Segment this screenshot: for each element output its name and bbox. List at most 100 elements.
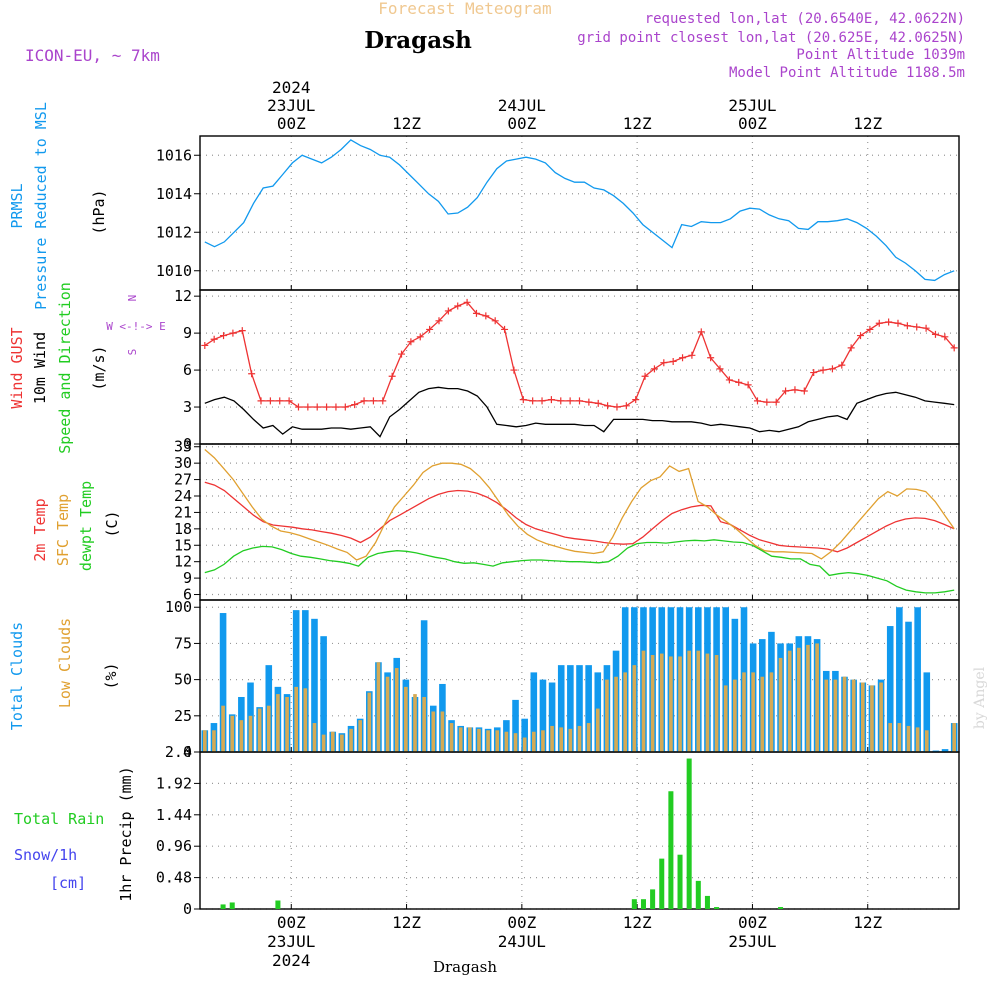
cloud-bar	[230, 715, 235, 752]
cloud-bar	[312, 723, 317, 752]
panel-frame	[199, 289, 960, 445]
cloud-bar	[292, 610, 300, 752]
cloud-bar	[320, 636, 327, 752]
series-line	[204, 139, 955, 282]
cloud-bar	[897, 723, 902, 752]
watermark: by Angel	[972, 666, 988, 729]
gust-marker	[632, 396, 640, 404]
label-sfc-temp: SFC Temp	[54, 494, 72, 566]
cloud-bar	[219, 613, 227, 752]
cloud-bar	[760, 676, 765, 752]
gust-marker	[772, 398, 780, 406]
gust-marker	[566, 397, 574, 405]
cloud-bar	[806, 644, 810, 752]
label-10m-wind: 10m Wind	[31, 332, 49, 404]
gust-marker	[547, 396, 555, 404]
y-tick-label: 1012	[156, 223, 192, 241]
y-tick-label: 50	[174, 671, 192, 689]
y-tick-label: 30	[174, 454, 192, 472]
gust-marker	[707, 354, 715, 362]
series-line	[204, 481, 955, 553]
label-low-clouds: Low Clouds	[56, 618, 74, 708]
gust-marker	[576, 397, 583, 405]
cloud-bar	[742, 672, 746, 752]
cloud-bar	[559, 727, 564, 752]
gust-marker	[398, 350, 406, 358]
label-2m-temp: 2m Temp	[31, 498, 49, 561]
footer-label: Dragash	[433, 958, 497, 976]
gust-marker	[697, 328, 705, 336]
y-tick-label: 18	[174, 520, 192, 538]
cloud-bar	[797, 647, 801, 752]
gust-marker	[679, 354, 687, 362]
label-c: (C)	[103, 510, 121, 537]
cloud-bar	[567, 665, 574, 752]
gust-marker	[885, 318, 893, 326]
cloud-bar	[358, 720, 362, 752]
time-label-top: 25JUL	[728, 96, 776, 115]
info-line-4: Model Point Altitude 1188.5m	[729, 65, 965, 81]
gust-marker	[604, 402, 612, 410]
cloud-bar	[705, 653, 710, 752]
gust-marker	[491, 317, 499, 325]
cloud-bar	[212, 730, 216, 752]
gust-marker	[351, 401, 359, 409]
rain-bar	[275, 900, 281, 909]
rain-bar	[704, 895, 710, 909]
cloud-bar	[886, 626, 894, 752]
gust-marker	[622, 402, 630, 410]
cloud-bar	[787, 650, 792, 752]
rain-bar	[650, 889, 656, 909]
cloud-bar	[541, 730, 545, 752]
cloud-bar	[413, 694, 417, 752]
y-tick-label: 15	[174, 536, 192, 554]
cloud-bar	[595, 708, 600, 752]
compass-n: N	[126, 295, 139, 302]
gust-marker	[266, 397, 274, 405]
gust-marker	[294, 403, 302, 411]
cloud-bar	[530, 672, 538, 752]
rain-bar	[668, 791, 674, 909]
info-line-1: requested lon,lat (20.6540E, 42.0622N)	[645, 11, 965, 27]
cloud-bar	[550, 725, 554, 752]
rain-bar	[677, 854, 683, 909]
y-tick-label: 9	[183, 569, 192, 587]
cloud-bar	[923, 672, 931, 752]
suptitle: Forecast Meteogram	[378, 0, 551, 18]
time-label-top: 23JUL	[267, 96, 315, 115]
gust-marker	[744, 381, 752, 389]
cloud-bar	[914, 607, 921, 752]
gust-marker	[753, 397, 761, 405]
cloud-bar	[906, 725, 911, 752]
gust-marker	[838, 361, 846, 369]
gust-marker	[454, 302, 462, 310]
series-line	[204, 386, 955, 438]
gust-marker	[913, 323, 921, 331]
y-tick-label: 100	[165, 598, 192, 616]
cloud-bar	[504, 731, 509, 752]
rain-bar	[778, 907, 784, 909]
rain-bar	[714, 907, 720, 909]
cloud-bar	[778, 657, 783, 752]
cloud-bar	[512, 699, 519, 752]
cloud-bar	[294, 686, 299, 752]
gust-marker	[313, 403, 321, 411]
label-hpa: (hPa)	[90, 189, 108, 234]
time-label-top: 12Z	[392, 114, 421, 133]
gust-marker	[435, 317, 443, 325]
cloud-bar	[513, 733, 518, 752]
time-label-top: 12Z	[853, 114, 882, 133]
gust-marker	[716, 365, 724, 373]
y-tick-label: 1010	[156, 262, 192, 280]
y-tick-label: 75	[174, 634, 192, 652]
gust-marker	[369, 397, 377, 405]
cloud-bar	[751, 672, 755, 752]
gust-marker	[510, 366, 518, 374]
gust-marker	[472, 309, 480, 317]
cloud-bar	[266, 705, 271, 752]
rain-bar	[229, 902, 235, 909]
cloud-bar	[385, 676, 390, 752]
gust-marker	[594, 399, 602, 407]
gust-marker	[782, 387, 790, 395]
gust-marker	[847, 344, 855, 352]
